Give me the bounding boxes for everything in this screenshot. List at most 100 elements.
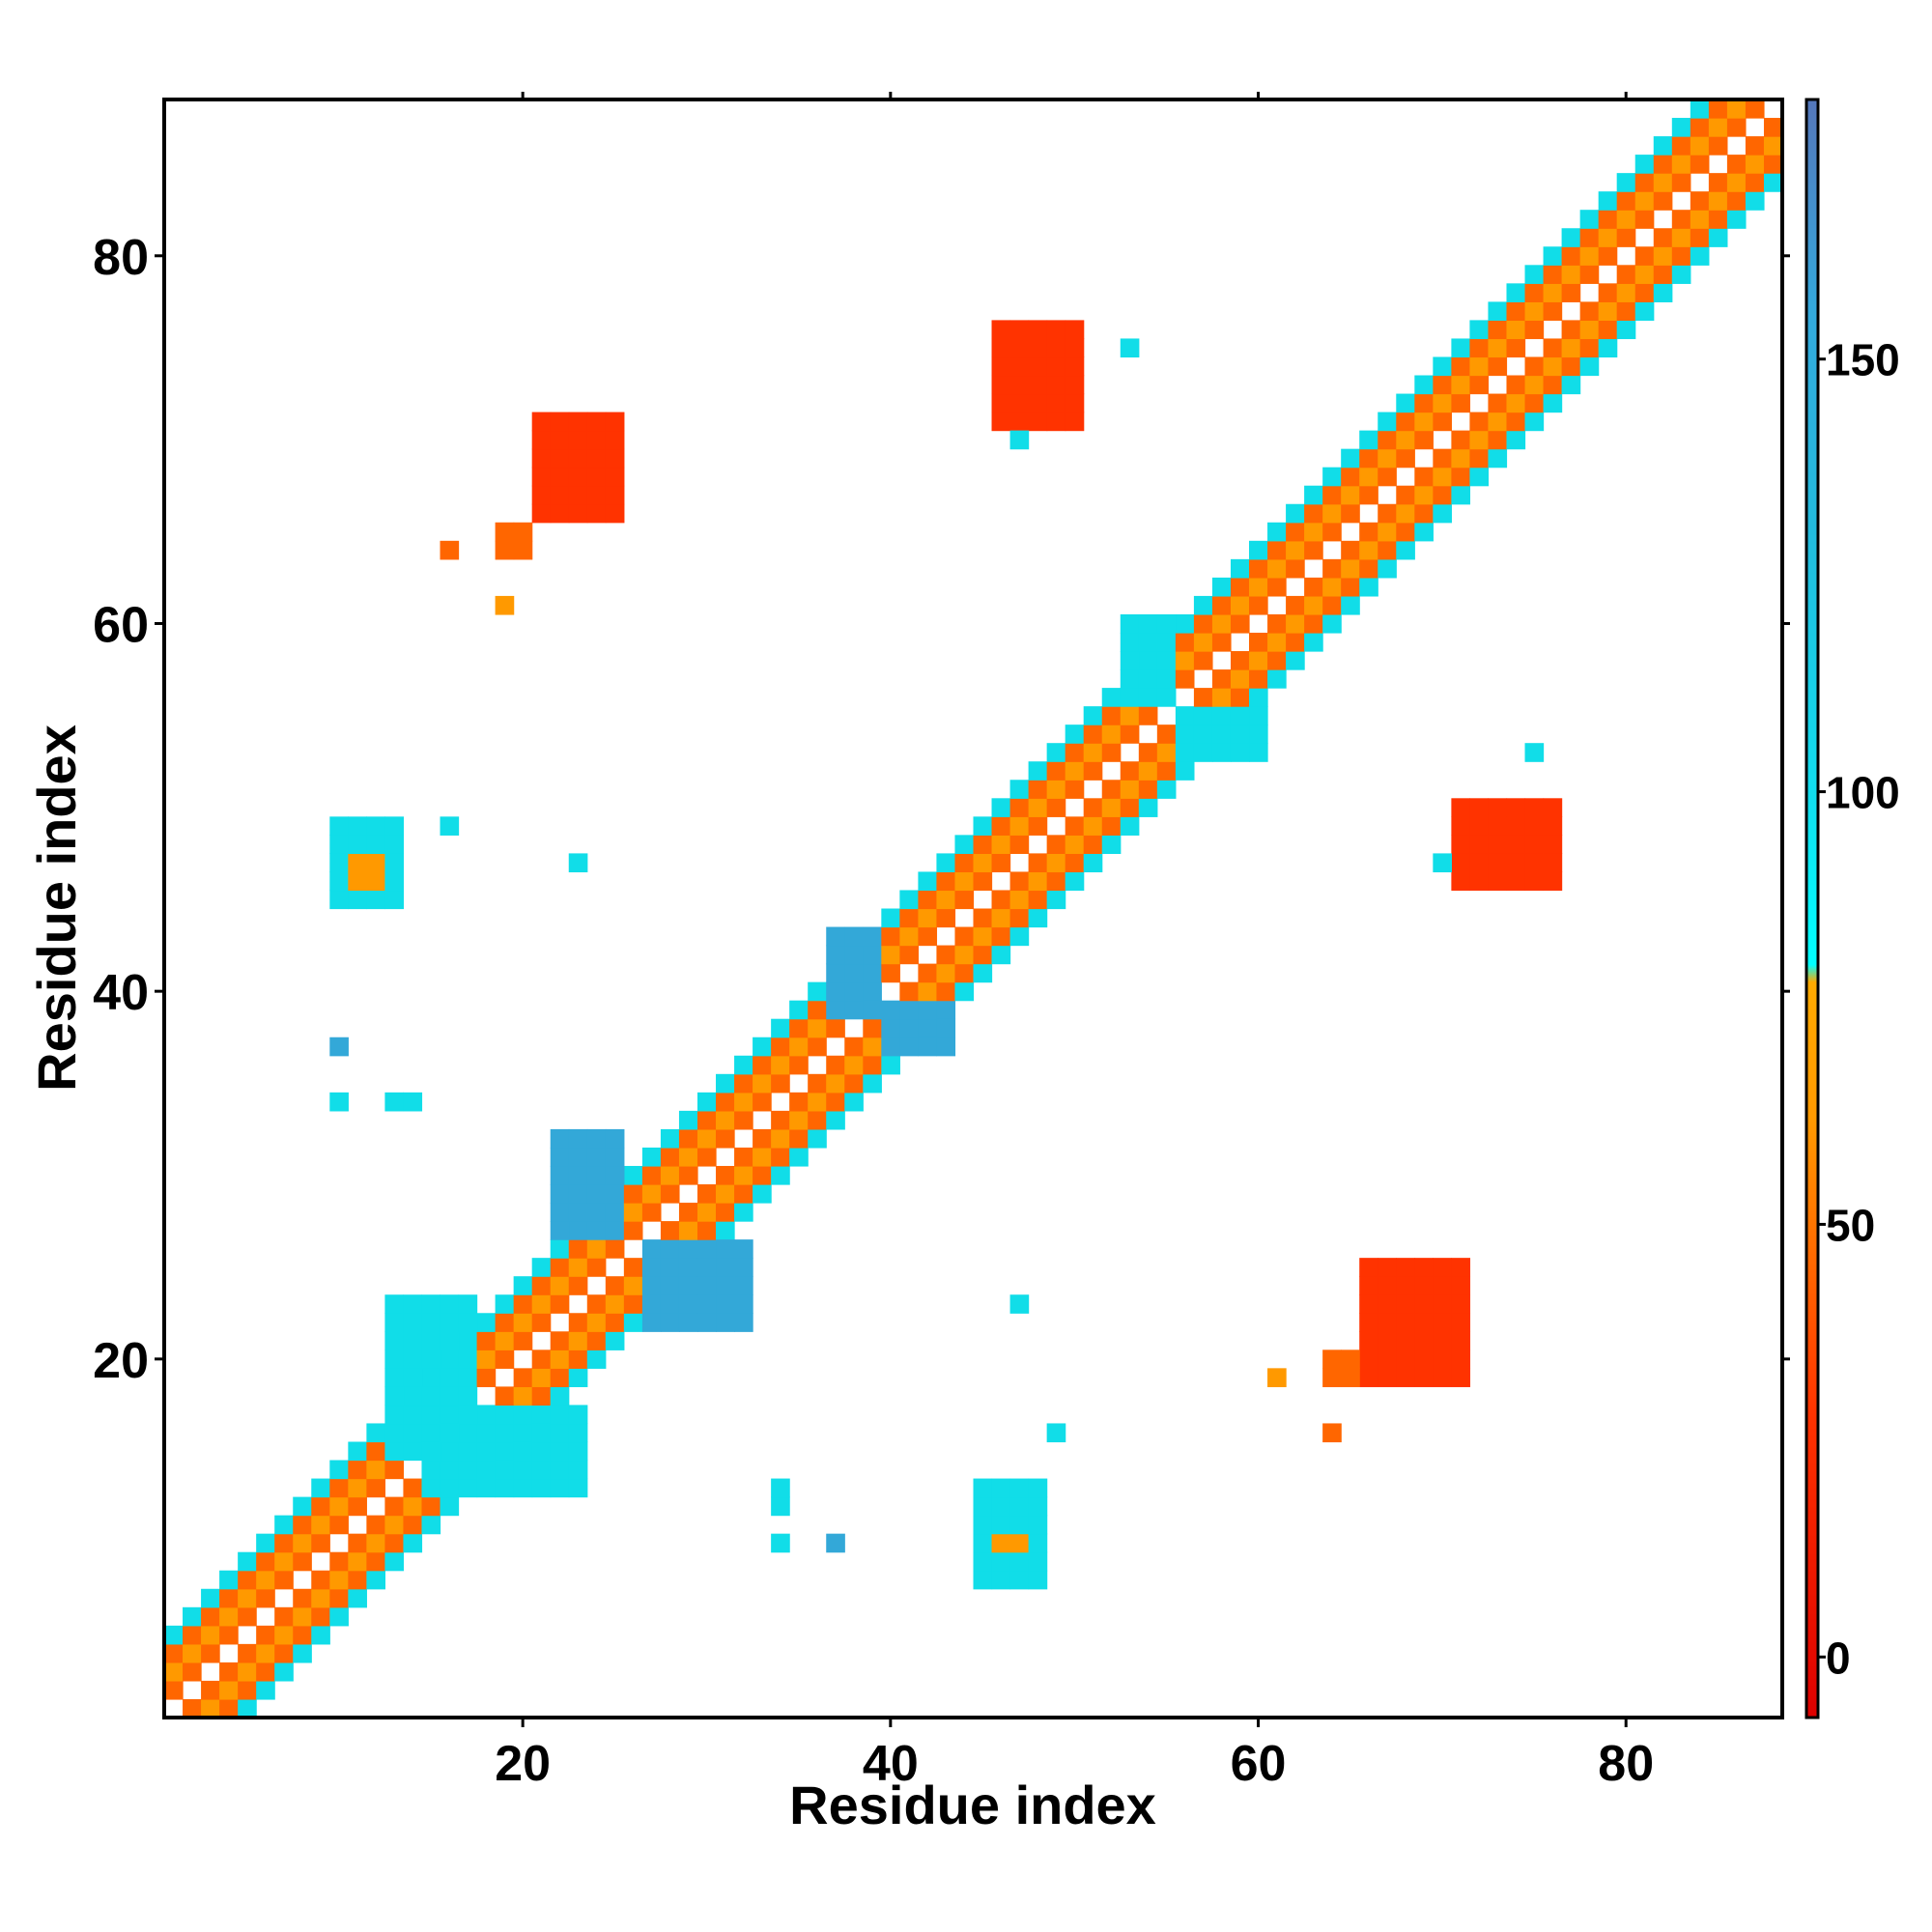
heatmap-cell [716,1092,735,1112]
heatmap-cell [1561,375,1581,395]
heatmap-cell [274,1551,294,1572]
heatmap-cell [1726,210,1747,229]
heatmap-cell [1634,210,1655,229]
heatmap-cell [716,1239,735,1259]
heatmap-cell [1433,485,1452,505]
heatmap-cell [293,1496,312,1517]
heatmap-cell [789,1000,809,1020]
heatmap-cell [1433,393,1452,413]
x-axis-title: Residue index [789,1775,1156,1835]
heatmap-cell [1065,853,1085,873]
heatmap-cell [605,485,625,505]
heatmap-cell [568,430,588,450]
colorbar: 0 50 100 150 [1804,98,1900,1719]
heatmap-cell [458,1386,478,1406]
heatmap-cell [660,1147,680,1167]
heatmap-cell [844,1037,864,1057]
heatmap-cell [1028,853,1048,873]
heatmap-cell [1065,356,1085,377]
heatmap-cell [384,1460,405,1480]
heatmap-cell [899,908,919,928]
heatmap-cell [329,1460,349,1480]
heatmap-cell [1469,412,1490,432]
heatmap-cell [513,1441,533,1462]
heatmap-cell [716,1110,735,1130]
heatmap-cell [1065,835,1085,854]
heatmap-cell [605,412,625,432]
heatmap-cell [1653,283,1673,302]
heatmap-cell [696,1239,717,1259]
heatmap-cell [1359,558,1378,579]
heatmap-cell [1690,155,1710,174]
heatmap-cell [696,1203,717,1222]
heatmap-cell [1230,577,1250,597]
heatmap-cell [1506,871,1526,892]
heatmap-cell [605,467,625,487]
heatmap-cell [1230,558,1250,579]
heatmap-cell [641,1313,662,1332]
heatmap-cell [696,1184,717,1204]
heatmap-cell [531,448,552,469]
heatmap-cell [384,1331,405,1350]
heatmap-cell [348,1478,367,1498]
heatmap-cell [1433,448,1452,469]
heatmap-cell [366,1441,386,1462]
heatmap-cell [1193,724,1213,744]
heatmap-cell [1286,613,1305,634]
heatmap-cell [1083,706,1103,725]
heatmap-cell [1341,577,1360,597]
heatmap-cell [586,448,607,469]
heatmap-cell [973,835,993,854]
heatmap-cell [991,926,1011,947]
heatmap-cell [531,1478,552,1498]
heatmap-cell [366,871,386,892]
heatmap-cell [1396,1258,1415,1277]
heatmap-cell [1543,393,1563,413]
heatmap-cell [844,1073,864,1094]
heatmap-cell [899,1000,919,1020]
heatmap-cell [256,1570,275,1590]
heatmap-cell [1304,485,1323,505]
heatmap-cell [421,1478,441,1498]
heatmap-cell [1138,651,1158,670]
heatmap-cell [734,1073,753,1094]
heatmap-cell [1524,320,1545,340]
heatmap-cell [1414,1331,1434,1350]
heatmap-cell [366,835,386,854]
heatmap-cell [219,1588,239,1608]
heatmap-cell [734,1294,753,1314]
heatmap-cell [1396,522,1415,542]
heatmap-cell [1708,99,1728,119]
heatmap-cell [1046,853,1066,873]
heatmap-cell [1433,1294,1452,1314]
heatmap-cell [1543,356,1563,377]
heatmap-cell [1579,356,1600,377]
heatmap-cell [1211,688,1232,707]
heatmap-cell [586,485,607,505]
heatmap-cell [1414,430,1434,450]
heatmap-cell [1304,632,1323,652]
heatmap-cell [1524,375,1545,395]
heatmap-cell [1028,908,1048,928]
heatmap-cell [1211,613,1232,634]
heatmap-cell [826,981,845,1002]
heatmap-cell [1175,632,1195,652]
heatmap-cell [1138,798,1158,817]
heatmap-cell [274,1570,294,1590]
heatmap-cell [826,1533,845,1553]
heatmap-cell [881,926,900,947]
heatmap-cell [384,1368,405,1387]
heatmap-cell [256,1533,275,1553]
heatmap-cell [1451,1368,1471,1387]
heatmap-cell [1249,577,1268,597]
heatmap-cell [1211,632,1232,652]
heatmap-cell [1506,338,1526,358]
heatmap-cell [1378,503,1397,524]
heatmap-cell [476,1460,497,1480]
heatmap-cell [1009,1478,1030,1498]
heatmap-cell [495,522,515,542]
heatmap-cell [844,1000,864,1020]
heatmap-cell [753,1073,772,1094]
heatmap-cell [1009,908,1030,928]
heatmap-cell [1120,798,1140,817]
